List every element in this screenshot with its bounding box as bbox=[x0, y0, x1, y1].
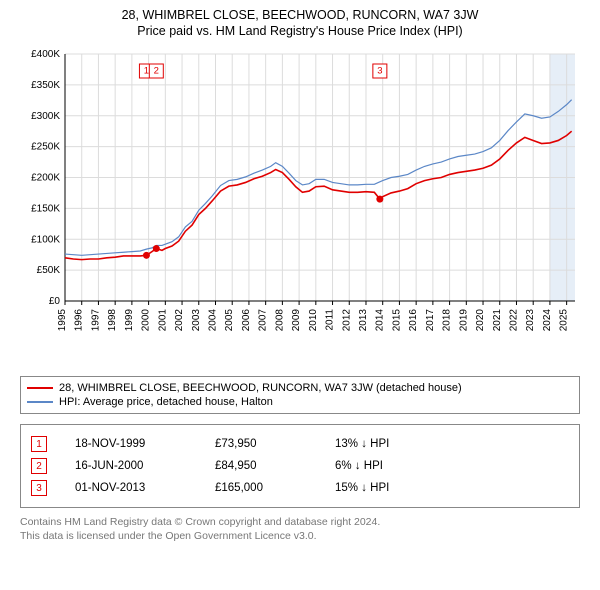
sale-date: 01-NOV-2013 bbox=[75, 482, 215, 494]
svg-text:1995: 1995 bbox=[57, 309, 68, 332]
svg-text:2003: 2003 bbox=[191, 309, 202, 332]
sale-diff-vs-hpi: 15% ↓ HPI bbox=[335, 482, 569, 494]
price-chart: £0 £50K £100K £150K £200K £250K £300K £350K £400… bbox=[20, 46, 580, 366]
svg-text:2007: 2007 bbox=[258, 309, 269, 332]
page-title: 28, WHIMBREL CLOSE, BEECHWOOD, RUNCORN, … bbox=[20, 8, 580, 22]
footer-line2: This data is licensed under the Open Gov… bbox=[20, 530, 580, 544]
svg-text:2002: 2002 bbox=[174, 309, 185, 332]
svg-text:£400K: £400K bbox=[31, 49, 60, 60]
svg-text:1997: 1997 bbox=[90, 309, 101, 332]
svg-text:2011: 2011 bbox=[325, 309, 336, 331]
svg-text:2023: 2023 bbox=[525, 309, 536, 332]
svg-text:2015: 2015 bbox=[391, 309, 402, 332]
legend-swatch bbox=[27, 387, 53, 389]
svg-text:2009: 2009 bbox=[291, 309, 302, 332]
svg-text:2017: 2017 bbox=[425, 309, 436, 332]
sale-date: 16-JUN-2000 bbox=[75, 460, 215, 472]
svg-text:2018: 2018 bbox=[442, 309, 453, 332]
sale-date: 18-NOV-1999 bbox=[75, 438, 215, 450]
sale-price: £73,950 bbox=[215, 438, 335, 450]
sale-diff-vs-hpi: 13% ↓ HPI bbox=[335, 438, 569, 450]
svg-text:1996: 1996 bbox=[74, 309, 85, 332]
sale-marker-number: 2 bbox=[31, 458, 47, 474]
legend-row: HPI: Average price, detached house, Halt… bbox=[27, 395, 573, 409]
sale-marker-number: 3 bbox=[31, 480, 47, 496]
svg-text:2022: 2022 bbox=[508, 309, 519, 332]
sale-row: 3 01-NOV-2013£165,00015% ↓ HPI bbox=[31, 477, 569, 499]
svg-text:1998: 1998 bbox=[107, 309, 118, 332]
svg-text:£0: £0 bbox=[49, 296, 61, 307]
svg-text:2014: 2014 bbox=[375, 309, 386, 332]
svg-text:2021: 2021 bbox=[492, 309, 503, 332]
svg-text:2000: 2000 bbox=[141, 309, 152, 332]
svg-text:£50K: £50K bbox=[37, 265, 61, 276]
legend-swatch bbox=[27, 401, 53, 402]
svg-text:2005: 2005 bbox=[224, 309, 235, 332]
svg-text:2004: 2004 bbox=[207, 309, 218, 332]
svg-text:3: 3 bbox=[377, 66, 382, 77]
page-subtitle: Price paid vs. HM Land Registry's House … bbox=[20, 24, 580, 38]
svg-text:2019: 2019 bbox=[458, 309, 469, 332]
svg-text:2013: 2013 bbox=[358, 309, 369, 332]
svg-text:1999: 1999 bbox=[124, 309, 135, 332]
sale-price: £84,950 bbox=[215, 460, 335, 472]
sales-table: 1 18-NOV-1999£73,95013% ↓ HPI 2 16-JUN-2000… bbox=[20, 424, 580, 508]
svg-text:2012: 2012 bbox=[341, 309, 352, 332]
svg-text:£250K: £250K bbox=[31, 142, 60, 153]
svg-text:£100K: £100K bbox=[31, 234, 60, 245]
svg-text:2024: 2024 bbox=[542, 309, 553, 332]
legend-label: HPI: Average price, detached house, Halt… bbox=[59, 396, 273, 408]
svg-text:£150K: £150K bbox=[31, 203, 60, 214]
sale-diff-vs-hpi: 6% ↓ HPI bbox=[335, 460, 569, 472]
sale-price: £165,000 bbox=[215, 482, 335, 494]
sale-row: 2 16-JUN-2000£84,9506% ↓ HPI bbox=[31, 455, 569, 477]
svg-text:£350K: £350K bbox=[31, 80, 60, 91]
sale-row: 1 18-NOV-1999£73,95013% ↓ HPI bbox=[31, 433, 569, 455]
svg-text:2008: 2008 bbox=[274, 309, 285, 332]
legend: 28, WHIMBREL CLOSE, BEECHWOOD, RUNCORN, … bbox=[20, 376, 580, 414]
svg-text:1: 1 bbox=[144, 66, 149, 77]
sale-marker-number: 1 bbox=[31, 436, 47, 452]
svg-text:2: 2 bbox=[154, 66, 159, 77]
legend-row: 28, WHIMBREL CLOSE, BEECHWOOD, RUNCORN, … bbox=[27, 381, 573, 395]
svg-text:2006: 2006 bbox=[241, 309, 252, 332]
footer-line1: Contains HM Land Registry data © Crown c… bbox=[20, 516, 580, 530]
svg-text:2010: 2010 bbox=[308, 309, 319, 332]
svg-text:£300K: £300K bbox=[31, 111, 60, 122]
footer-attribution: Contains HM Land Registry data © Crown c… bbox=[20, 516, 580, 543]
svg-text:2020: 2020 bbox=[475, 309, 486, 332]
svg-text:2025: 2025 bbox=[559, 309, 570, 332]
svg-text:2001: 2001 bbox=[157, 309, 168, 332]
svg-text:£200K: £200K bbox=[31, 173, 60, 184]
svg-text:2016: 2016 bbox=[408, 309, 419, 332]
legend-label: 28, WHIMBREL CLOSE, BEECHWOOD, RUNCORN, … bbox=[59, 382, 462, 394]
